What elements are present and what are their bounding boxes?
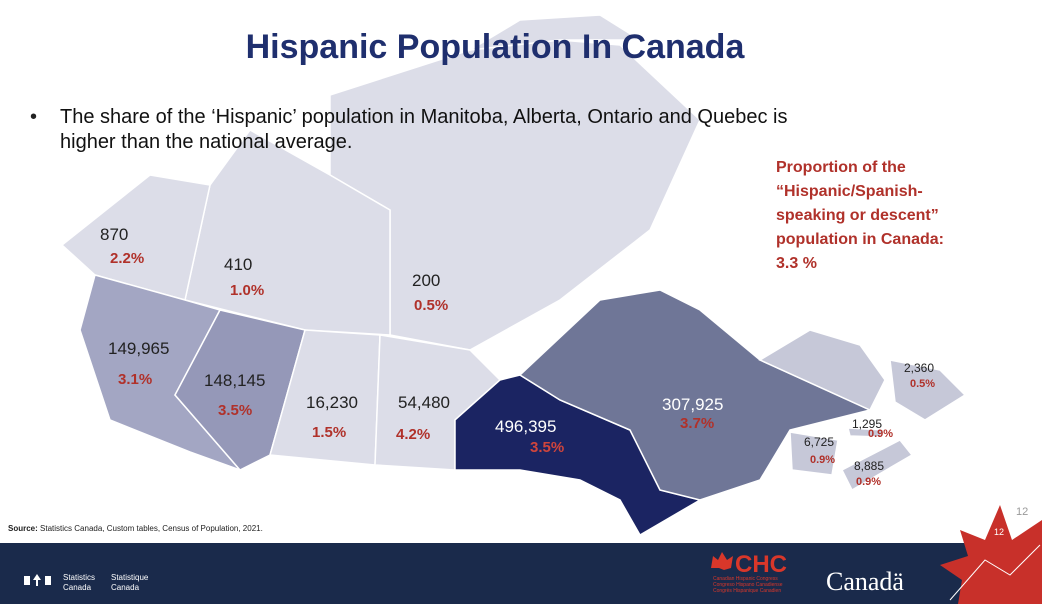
share: 3.5% xyxy=(530,439,564,456)
bullet-dot: • xyxy=(30,106,37,128)
share: 4.2% xyxy=(396,426,430,443)
maple-leaf xyxy=(940,505,1042,604)
count: 148,145 xyxy=(204,371,265,390)
count: 410 xyxy=(224,255,252,274)
nova-scotia xyxy=(840,439,914,492)
note-line: speaking or descent” xyxy=(776,207,939,224)
bullet-text: higher than the national average. xyxy=(60,131,352,153)
labrador xyxy=(758,329,886,411)
share: 1.5% xyxy=(312,424,346,441)
statcan-en: Canada xyxy=(63,583,92,592)
count: 16,230 xyxy=(306,393,358,412)
note: Proportion of the “Hispanic/Spanish- spe… xyxy=(776,159,944,272)
bullet-text: The share of the ‘Hispanic’ population i… xyxy=(60,106,787,128)
chc-leaf xyxy=(711,552,733,570)
newfoundland xyxy=(889,359,967,421)
note-line: “Hispanic/Spanish- xyxy=(776,183,923,200)
chc-logo: CHC Canadian Hispanic Congress Congreso … xyxy=(711,551,787,594)
share: 0.9% xyxy=(810,454,835,466)
share: 0.5% xyxy=(910,378,935,390)
share: 0.9% xyxy=(868,428,893,440)
count: 870 xyxy=(100,225,128,244)
share: 3.7% xyxy=(680,415,714,432)
count: 496,395 xyxy=(495,417,556,436)
page-number: 12 xyxy=(1016,506,1028,518)
count: 307,925 xyxy=(662,395,723,414)
statcan-fr: Canada xyxy=(111,583,140,592)
statcan-fr: Statistique xyxy=(111,573,149,582)
new-brunswick xyxy=(789,431,839,476)
share: 2.2% xyxy=(110,250,144,267)
title: Hispanic Population In Canada xyxy=(246,28,746,66)
note-line: population in Canada: xyxy=(776,231,944,248)
chc-tagline: Congrès Hispanique Canadien xyxy=(713,588,781,594)
chc-text: CHC xyxy=(735,551,787,578)
statcan-en: Statistics xyxy=(63,573,95,582)
share: 1.0% xyxy=(230,282,264,299)
chc-tagline: Canadian Hispanic Congress xyxy=(713,576,778,582)
quebec xyxy=(518,289,873,501)
source-label: Source: xyxy=(8,524,38,533)
statcan-logo: Statistics Canada Statistique Canada xyxy=(24,573,149,592)
footer-bar xyxy=(0,543,1042,604)
share: 0.5% xyxy=(414,297,448,314)
canada-wordmark: Canadä xyxy=(826,567,904,596)
region-labels: 870 2.2% 410 1.0% 200 0.5% 149,965 3.1% … xyxy=(100,225,935,488)
count: 54,480 xyxy=(398,393,450,412)
count: 8,885 xyxy=(854,459,884,473)
map xyxy=(60,14,967,537)
count: 6,725 xyxy=(804,435,834,449)
note-line: Proportion of the xyxy=(776,159,906,176)
share: 3.5% xyxy=(218,402,252,419)
arctic-islands xyxy=(469,14,643,51)
leaf-line xyxy=(949,544,1041,601)
flag-bar xyxy=(24,576,30,585)
alberta xyxy=(174,309,306,471)
flag-leaf xyxy=(33,574,41,586)
chc-tagline: Congreso Hispano Canadiense xyxy=(713,582,783,588)
note-line: 3.3 % xyxy=(776,255,817,272)
page-number-corner: 12 xyxy=(994,527,1004,537)
flag-bar xyxy=(45,576,51,585)
share: 0.9% xyxy=(856,476,881,488)
pei xyxy=(847,427,886,438)
source: Source: Statistics Canada, Custom tables… xyxy=(8,524,263,533)
yukon xyxy=(60,174,211,301)
count: 149,965 xyxy=(108,339,169,358)
count: 1,295 xyxy=(852,417,882,431)
count: 200 xyxy=(412,271,440,290)
share: 3.1% xyxy=(118,371,152,388)
count: 2,360 xyxy=(904,361,934,375)
source-text: Statistics Canada, Custom tables, Census… xyxy=(40,524,263,533)
